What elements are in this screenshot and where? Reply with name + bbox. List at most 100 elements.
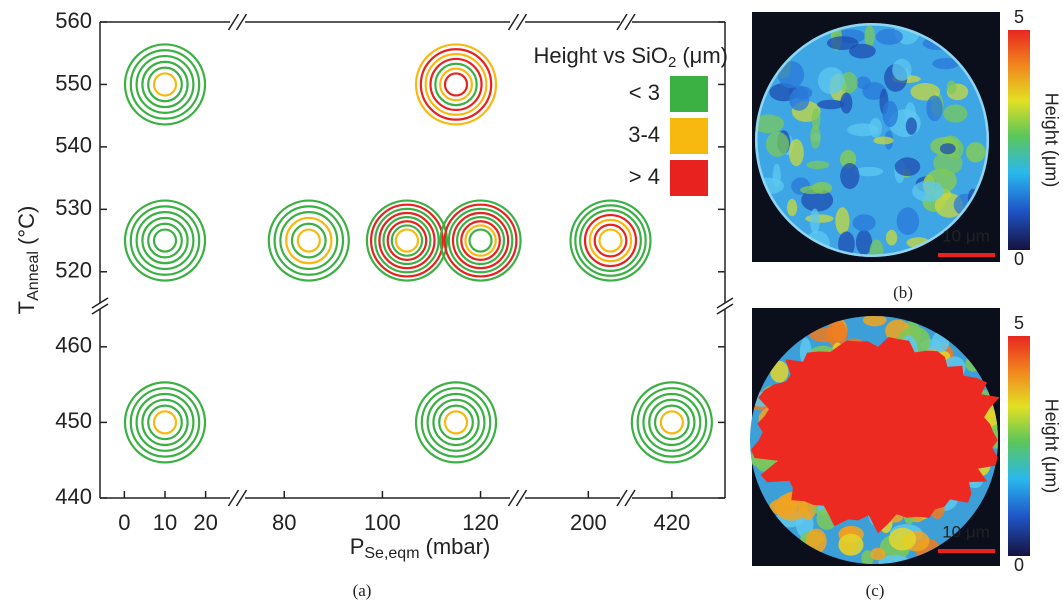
legend-swatch [670,160,708,196]
texture [766,132,789,157]
colorbar-label: Height (μm) [1041,93,1061,187]
y-tick-label: 530 [55,195,92,220]
ring [571,201,651,281]
texture [912,181,944,202]
ring [643,394,700,451]
ring [137,394,194,451]
texture [966,142,986,162]
texture [773,164,781,188]
texture [940,143,956,154]
ring [428,394,485,451]
texture [835,207,849,234]
y-tick-label: 550 [55,70,92,95]
ring [375,209,438,272]
y-tick-label: 560 [55,8,92,33]
ring [600,230,622,252]
ring [280,212,337,269]
legend-label: > 4 [629,164,660,189]
texture [947,80,957,94]
legend-swatch [670,118,708,154]
scale-bar-label: 10 μm [942,522,990,541]
legend-title-unit: (μm) [682,43,728,68]
ring [585,215,636,266]
texture [840,93,852,114]
ring [638,388,706,456]
y-tick-label: 540 [55,133,92,158]
colorbar-tick-label: 5 [1014,7,1024,27]
legend-label: < 3 [629,80,660,105]
x-tick-label: 80 [272,510,296,535]
texture [827,36,859,50]
texture [943,104,967,122]
texture [789,89,809,111]
texture [895,157,921,176]
texture [906,117,917,135]
texture [886,230,897,246]
texture [853,214,876,231]
texture [810,209,820,234]
ring [661,411,683,433]
ring [384,217,431,264]
texture [818,67,845,94]
ring [445,73,467,95]
colorbar [1008,336,1030,556]
texture [787,199,797,216]
caption-b: (b) [893,283,913,302]
ring [422,388,490,456]
y-tick-label: 520 [55,258,92,283]
figure: 4404504605205305405505600102080100120200… [0,0,1063,606]
x-label-main: P [350,534,365,559]
ring [449,209,512,272]
ring [590,220,631,261]
ring [461,221,500,260]
texture [889,528,916,551]
colorbar [1008,30,1030,250]
ring [445,205,517,277]
texture [838,534,863,556]
x-tick-label: 100 [364,510,401,535]
y-label-sub: Anneal [25,251,42,301]
colorbar-tick-label: 0 [1014,249,1024,269]
y-tick-label: 450 [55,408,92,433]
ring [131,388,199,456]
colorbar-tick-label: 0 [1014,555,1024,575]
legend-title: Height vs SiO2(μm) [534,43,729,71]
texture [926,95,942,121]
x-tick-label: 0 [118,510,130,535]
texture [876,29,903,45]
ring [137,56,194,113]
ring [154,411,176,433]
ring [275,206,343,274]
ring [396,230,418,252]
x-tick-label: 10 [153,510,177,535]
y-label-unit: (°C) [14,206,39,245]
texture [840,163,859,189]
ring [131,50,199,118]
y-tick-label: 440 [55,484,92,509]
texture [882,101,898,127]
texture [817,100,844,109]
y-axis-label: TAnneal (°C) [14,206,42,315]
legend-swatch [670,76,708,112]
x-label-unit: (mbar) [426,534,491,559]
x-tick-label: 200 [570,510,607,535]
ring [371,205,443,277]
texture [933,151,962,175]
ring [131,206,199,274]
ring [457,217,504,264]
ring [445,411,467,433]
caption-c: (c) [866,581,885,600]
ring [154,73,176,95]
colorbar-label: Height (μm) [1041,399,1061,493]
x-tick-label: 120 [462,510,499,535]
texture [800,186,824,194]
ring [137,212,194,269]
scale-bar-label: 10 μm [942,226,990,245]
texture [856,76,871,89]
texture [806,161,829,169]
y-label-main: T [14,301,39,314]
page: 4404504605205305405505600102080100120200… [0,0,1063,606]
x-tick-label: 420 [653,510,690,535]
ring [388,221,427,260]
caption-a: (a) [353,581,372,600]
